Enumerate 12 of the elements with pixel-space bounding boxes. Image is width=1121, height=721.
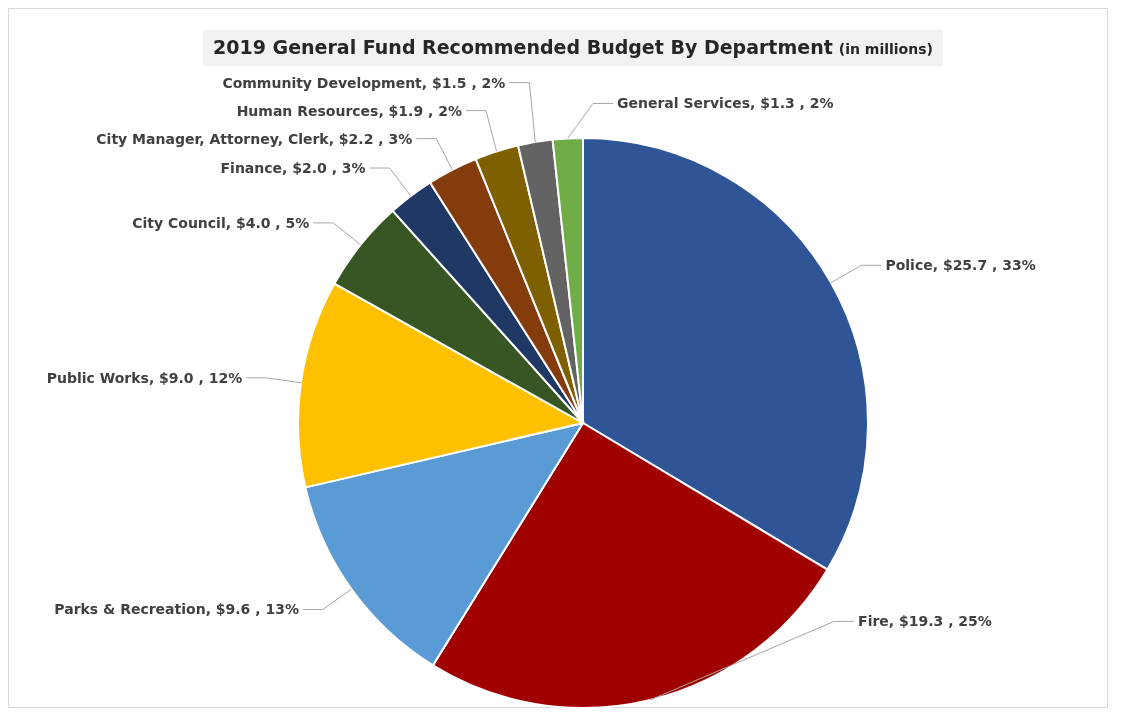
slice-label: Public Works, $9.0 , 12%: [46, 369, 243, 386]
chart-title: 2019 General Fund Recommended Budget By Department: [213, 36, 833, 58]
chart-subtitle: (in millions): [838, 41, 933, 57]
slice-label: General Services, $1.3 , 2%: [617, 95, 834, 112]
slice-label: Human Resources, $1.9 , 2%: [236, 102, 462, 119]
slice-label: Fire, $19.3 , 25%: [858, 613, 992, 630]
slice-label: Finance, $2.0 , 3%: [220, 159, 366, 176]
slice-label: City Manager, Attorney, Clerk, $2.2 , 3%: [96, 130, 413, 147]
slice-label: Community Development, $1.5 , 2%: [222, 74, 506, 91]
slice-label: City Council, $4.0 , 5%: [132, 214, 310, 231]
slice-label: Police, $25.7 , 33%: [885, 257, 1036, 274]
slice-label: Parks & Recreation, $9.6 , 13%: [54, 601, 299, 618]
